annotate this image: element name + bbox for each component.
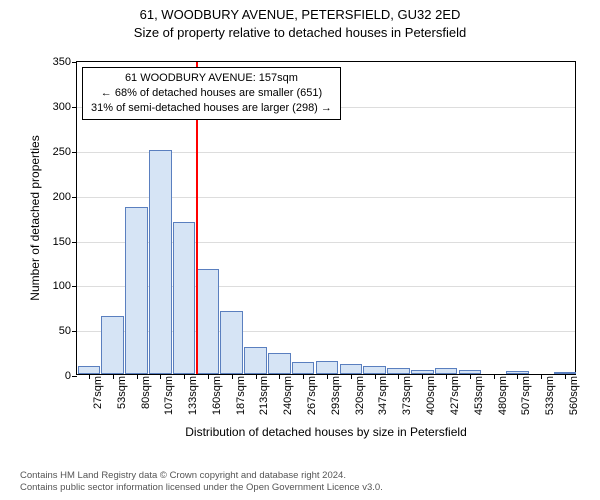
footer-line-2: Contains public sector information licen… xyxy=(20,482,580,494)
x-tick-mark xyxy=(517,374,518,379)
y-tick-label: 150 xyxy=(53,236,71,248)
x-tick-mark xyxy=(398,374,399,379)
x-tick-mark xyxy=(470,374,471,379)
x-tick-mark xyxy=(422,374,423,379)
y-tick-mark xyxy=(72,107,77,108)
x-tick-label: 80sqm xyxy=(140,376,152,409)
y-tick-mark xyxy=(72,197,77,198)
y-tick-label: 200 xyxy=(53,191,71,203)
footer: Contains HM Land Registry data © Crown c… xyxy=(20,470,580,494)
y-tick-label: 0 xyxy=(65,370,71,382)
x-tick-mark xyxy=(446,374,447,379)
histogram-bar xyxy=(78,366,101,374)
histogram-bar xyxy=(197,269,220,374)
x-tick-mark xyxy=(184,374,185,379)
y-tick-label: 250 xyxy=(53,146,71,158)
y-tick-mark xyxy=(72,331,77,332)
x-tick-label: 533sqm xyxy=(544,376,556,415)
y-tick-label: 350 xyxy=(53,56,71,68)
y-tick-mark xyxy=(72,242,77,243)
y-tick-mark xyxy=(72,62,77,63)
x-tick-label: 187sqm xyxy=(235,376,247,415)
x-tick-mark xyxy=(351,374,352,379)
chart-container: 0 50 100 150 200 250 300 350 27sqm 53sqm 80sqm 107s… xyxy=(20,45,580,445)
histogram-bar xyxy=(101,316,124,374)
x-tick-mark xyxy=(279,374,280,379)
histogram-bar xyxy=(173,222,196,375)
x-tick-label: 480sqm xyxy=(497,376,509,415)
x-tick-mark xyxy=(327,374,328,379)
x-tick-label: 347sqm xyxy=(378,376,390,415)
x-tick-label: 133sqm xyxy=(187,376,199,415)
histogram-bar xyxy=(125,207,148,374)
footer-line-1: Contains HM Land Registry data © Crown c… xyxy=(20,470,580,482)
title-line-2: Size of property relative to detached ho… xyxy=(0,24,600,42)
y-tick-mark xyxy=(72,376,77,377)
y-tick-mark xyxy=(72,152,77,153)
x-tick-label: 507sqm xyxy=(520,376,532,415)
x-tick-mark xyxy=(89,374,90,379)
x-tick-mark xyxy=(137,374,138,379)
x-tick-mark xyxy=(208,374,209,379)
histogram-bar xyxy=(149,150,172,374)
chart-title-block: 61, WOODBURY AVENUE, PETERSFIELD, GU32 2… xyxy=(0,0,600,41)
x-axis-title: Distribution of detached houses by size … xyxy=(76,425,576,439)
x-tick-label: 453sqm xyxy=(473,376,485,415)
histogram-bar xyxy=(340,364,363,374)
y-tick-label: 100 xyxy=(53,280,71,292)
x-tick-mark xyxy=(113,374,114,379)
x-tick-mark xyxy=(375,374,376,379)
x-tick-label: 320sqm xyxy=(354,376,366,415)
x-tick-label: 373sqm xyxy=(401,376,413,415)
x-tick-label: 427sqm xyxy=(449,376,461,415)
x-tick-label: 560sqm xyxy=(568,376,580,415)
histogram-bar xyxy=(363,366,386,374)
x-tick-mark xyxy=(541,374,542,379)
x-tick-mark xyxy=(256,374,257,379)
x-tick-label: 293sqm xyxy=(330,376,342,415)
x-tick-label: 267sqm xyxy=(306,376,318,415)
histogram-bar xyxy=(268,353,291,374)
info-box: 61 WOODBURY AVENUE: 157sqm ← 68% of deta… xyxy=(82,67,341,120)
info-line-2: ← 68% of detached houses are smaller (65… xyxy=(91,86,332,101)
x-tick-mark xyxy=(565,374,566,379)
x-tick-label: 53sqm xyxy=(116,376,128,409)
x-tick-label: 213sqm xyxy=(259,376,271,415)
x-tick-mark xyxy=(494,374,495,379)
histogram-bar xyxy=(316,361,339,374)
histogram-bar xyxy=(292,362,315,374)
x-tick-label: 27sqm xyxy=(92,376,104,409)
x-tick-mark xyxy=(303,374,304,379)
histogram-bar xyxy=(244,347,267,374)
y-axis-title: Number of detached properties xyxy=(28,135,42,300)
info-line-3: 31% of semi-detached houses are larger (… xyxy=(91,101,332,116)
x-tick-label: 400sqm xyxy=(425,376,437,415)
x-tick-label: 160sqm xyxy=(211,376,223,415)
x-tick-label: 240sqm xyxy=(282,376,294,415)
y-tick-label: 300 xyxy=(53,101,71,113)
x-tick-label: 107sqm xyxy=(163,376,175,415)
x-tick-mark xyxy=(232,374,233,379)
y-tick-mark xyxy=(72,286,77,287)
histogram-bar xyxy=(220,311,243,374)
y-tick-label: 50 xyxy=(59,325,71,337)
x-tick-mark xyxy=(160,374,161,379)
title-line-1: 61, WOODBURY AVENUE, PETERSFIELD, GU32 2… xyxy=(0,6,600,24)
info-line-1: 61 WOODBURY AVENUE: 157sqm xyxy=(91,71,332,86)
